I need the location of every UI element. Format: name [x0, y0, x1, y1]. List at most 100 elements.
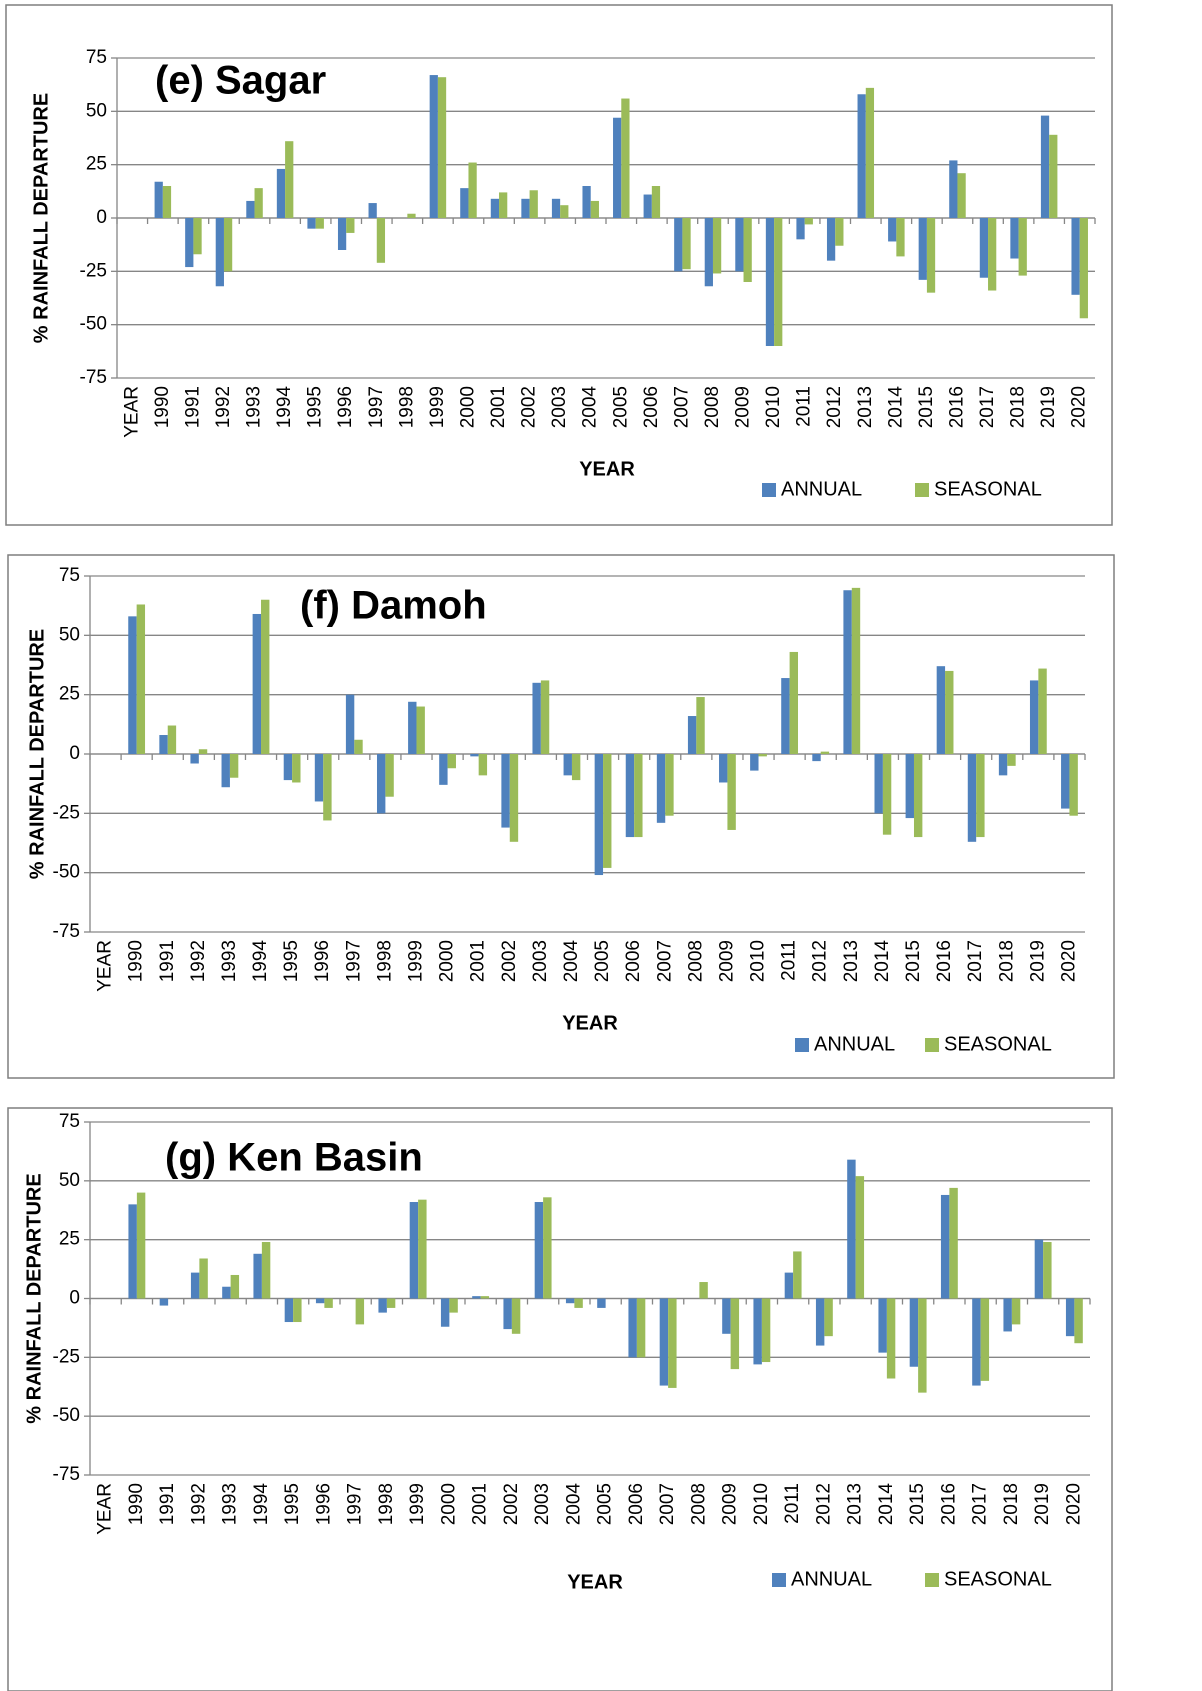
- x-tick-label: 1992: [213, 386, 234, 428]
- x-tick-label: 2020: [1069, 386, 1090, 428]
- x-tick-label: 1995: [281, 940, 302, 982]
- bar: [472, 1296, 481, 1299]
- bar: [722, 1298, 731, 1334]
- y-tick-label: -25: [53, 802, 80, 823]
- legend-swatch: [762, 483, 776, 497]
- y-tick-label: -25: [80, 260, 107, 281]
- x-tick-label: 2005: [610, 386, 631, 428]
- y-tick-label: -50: [53, 1405, 80, 1426]
- y-tick-label: -75: [53, 921, 80, 942]
- x-tick-label: 1993: [220, 1483, 241, 1525]
- bar: [418, 1199, 427, 1299]
- x-tick-label: 2010: [748, 940, 769, 982]
- bar: [957, 173, 966, 218]
- bar: [416, 706, 425, 754]
- x-tick-label: 2009: [720, 1483, 741, 1525]
- bar: [292, 754, 301, 783]
- bar: [926, 218, 936, 293]
- legend-swatch: [925, 1573, 939, 1587]
- bar: [449, 1298, 458, 1313]
- y-tick-label: 50: [86, 100, 107, 121]
- x-tick-label: 2014: [876, 1483, 897, 1526]
- bar: [1010, 218, 1019, 259]
- bar: [501, 754, 510, 828]
- bar: [918, 1298, 927, 1393]
- bar: [1029, 680, 1039, 754]
- x-tick-label: 2017: [970, 1483, 991, 1525]
- bar: [865, 87, 875, 218]
- x-tick-label: 1992: [188, 1483, 209, 1525]
- x-tick-label: 2008: [688, 1483, 709, 1525]
- bar: [882, 754, 892, 835]
- bar: [682, 218, 691, 270]
- panel-border: [7, 1107, 1113, 1691]
- bar: [949, 160, 958, 218]
- bar: [886, 1298, 896, 1379]
- bar: [636, 1298, 646, 1358]
- x-tick-label: YEAR: [95, 940, 116, 992]
- bar: [699, 1282, 708, 1299]
- bar: [159, 1298, 169, 1306]
- bar: [761, 1298, 771, 1363]
- x-tick-label: 1990: [126, 940, 147, 982]
- bar: [874, 754, 883, 814]
- bar: [540, 680, 550, 754]
- x-tick-label: 2001: [468, 940, 489, 982]
- bar: [597, 1298, 606, 1308]
- bar: [940, 1194, 950, 1299]
- bar: [967, 754, 977, 842]
- bar: [386, 1298, 396, 1308]
- bar: [634, 754, 643, 838]
- bar: [190, 754, 199, 764]
- y-tick-label: 0: [96, 207, 107, 228]
- bar: [621, 98, 630, 218]
- bar: [1049, 134, 1058, 218]
- x-tick-label: 2013: [841, 940, 862, 982]
- x-tick-label: 1990: [152, 386, 173, 428]
- bar: [793, 1251, 802, 1299]
- x-tick-label: 1991: [157, 1483, 178, 1525]
- x-tick-label: 2007: [654, 940, 675, 982]
- bar: [781, 678, 790, 754]
- x-tick-label: 2017: [977, 386, 998, 428]
- bar: [254, 188, 263, 218]
- x-tick-label: 1993: [219, 940, 240, 982]
- bar: [261, 1242, 271, 1299]
- bar: [909, 1298, 919, 1367]
- x-tick-label: 2000: [457, 386, 478, 428]
- bar: [847, 1159, 856, 1299]
- legend-label: SEASONAL: [934, 478, 1042, 500]
- bar: [812, 754, 821, 762]
- bar: [972, 1298, 981, 1386]
- bar: [1065, 1298, 1075, 1337]
- bar: [136, 604, 146, 754]
- x-tick-label: 2002: [499, 940, 520, 982]
- bar: [727, 754, 736, 830]
- x-tick-label: 2008: [685, 940, 706, 982]
- bar: [253, 1253, 262, 1299]
- x-tick-label: 2013: [855, 386, 876, 428]
- bar: [796, 218, 805, 240]
- x-tick-label: 1999: [407, 1483, 428, 1525]
- y-tick-label: 50: [59, 1170, 80, 1191]
- x-tick-label: 2016: [938, 1483, 959, 1525]
- x-tick-label: 1999: [406, 940, 427, 982]
- bar: [743, 218, 752, 282]
- bar: [1043, 1242, 1052, 1299]
- bar: [376, 218, 386, 263]
- bar: [315, 218, 324, 229]
- bar: [565, 1298, 575, 1304]
- x-tick-label: 1994: [251, 1483, 272, 1526]
- x-tick-label: 2000: [438, 1483, 459, 1525]
- x-tick-label: 1990: [126, 1483, 147, 1525]
- y-tick-label: -75: [80, 367, 107, 388]
- x-tick-label: 2014: [885, 386, 906, 429]
- x-axis-title: YEAR: [562, 1012, 618, 1034]
- bar: [460, 188, 469, 218]
- bar: [815, 1298, 825, 1346]
- bar: [1007, 754, 1016, 766]
- bar: [918, 218, 927, 280]
- y-tick-label: 75: [59, 565, 80, 586]
- chart-panel: 75 50 25 0 -25 -50 -75 YEAR 1990 1991 1992 1993 1994…: [7, 1107, 1113, 1691]
- bar: [378, 1298, 387, 1313]
